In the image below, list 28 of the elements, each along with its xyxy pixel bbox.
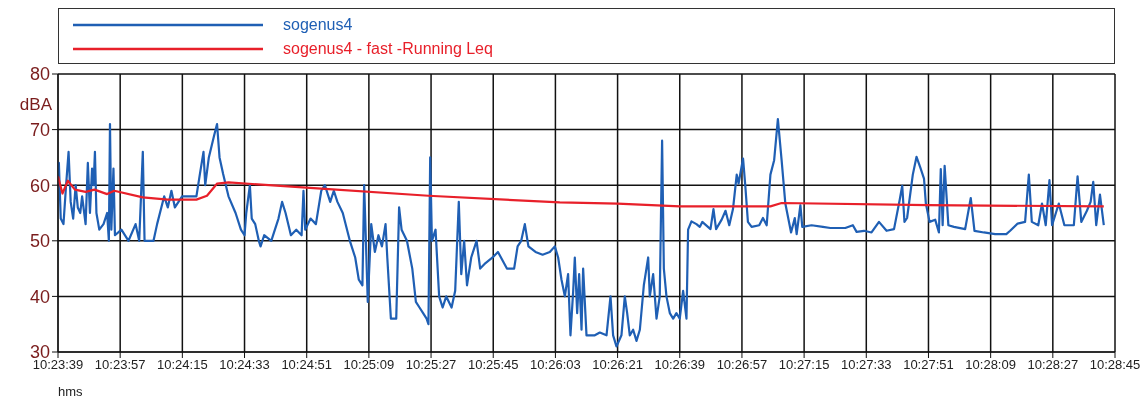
x-tick-label: 10:26:57 [716,357,768,373]
line-series [58,175,1105,208]
text: sogenus4 [283,16,353,34]
x-tick-label: 10:25:45 [467,357,519,373]
y-tick-label: 70 [29,119,50,140]
x-axis-title: hms [58,384,84,399]
y-tick-label: 60 [29,175,50,196]
y-axis-title: dBA [19,95,53,114]
x-tick-label: 10:28:09 [965,357,1016,373]
x-tick-label: 10:23:57 [94,357,146,373]
x-tick-label: 10:26:21 [592,357,643,373]
y-tick-label: 50 [29,231,50,252]
x-tick-label: 10:24:51 [281,357,333,373]
text: sogenus4 - fast -Running Leq [283,40,493,58]
x-tick-label: 10:27:33 [840,357,892,373]
x-tick-label: 10:24:15 [157,357,208,373]
x-tick-label: 10:27:15 [778,357,830,373]
x-tick-label: 10:28:27 [1027,357,1079,373]
x-tick-label: 10:27:51 [903,357,954,373]
line-series [58,117,1105,348]
x-tick-label: 10:25:09 [343,357,395,373]
y-tick-label: 80 [29,64,50,85]
x-tick-label: 10:24:33 [219,357,270,373]
x-tick-label: 10:26:03 [530,357,581,373]
x-tick-label: 10:28:45 [1089,357,1141,373]
x-tick-label: 10:26:39 [654,357,706,373]
x-tick-label: 10:25:27 [405,357,457,373]
y-tick-label: 40 [29,286,50,307]
